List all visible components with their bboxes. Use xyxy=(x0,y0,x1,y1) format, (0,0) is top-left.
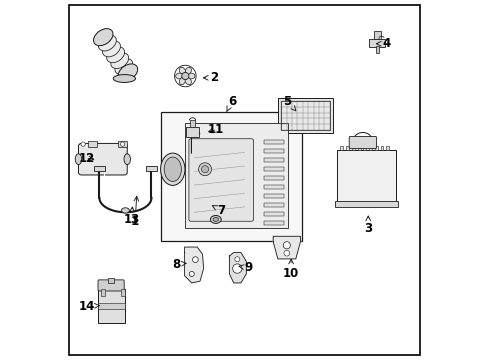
Text: 8: 8 xyxy=(172,258,186,271)
Text: 7: 7 xyxy=(212,204,225,217)
Ellipse shape xyxy=(175,73,183,79)
Bar xyxy=(264,221,284,225)
Bar xyxy=(94,166,105,171)
Polygon shape xyxy=(184,247,203,283)
Bar xyxy=(98,289,124,323)
Bar xyxy=(334,201,397,207)
Text: 10: 10 xyxy=(283,259,299,280)
Text: 4: 4 xyxy=(376,37,389,50)
Polygon shape xyxy=(273,236,300,259)
Ellipse shape xyxy=(124,154,130,165)
Ellipse shape xyxy=(121,208,129,213)
Bar xyxy=(351,146,354,150)
Bar xyxy=(375,46,378,53)
Ellipse shape xyxy=(102,41,120,57)
Ellipse shape xyxy=(213,217,218,221)
Bar xyxy=(264,185,284,189)
Ellipse shape xyxy=(164,157,181,181)
Ellipse shape xyxy=(179,67,185,75)
Ellipse shape xyxy=(184,67,191,75)
Bar xyxy=(264,158,284,162)
Ellipse shape xyxy=(98,35,116,51)
Bar xyxy=(189,121,195,127)
Ellipse shape xyxy=(94,29,112,45)
Text: 6: 6 xyxy=(226,95,236,112)
Polygon shape xyxy=(229,252,246,283)
Ellipse shape xyxy=(93,29,113,46)
Bar xyxy=(346,146,348,150)
Ellipse shape xyxy=(184,77,191,85)
Bar xyxy=(281,101,329,130)
Bar xyxy=(264,176,284,180)
Text: 11: 11 xyxy=(207,123,224,136)
Bar xyxy=(264,167,284,171)
Ellipse shape xyxy=(160,153,184,185)
Text: 14: 14 xyxy=(79,300,99,313)
Circle shape xyxy=(189,271,194,276)
Bar xyxy=(264,212,284,216)
Ellipse shape xyxy=(113,75,135,82)
Ellipse shape xyxy=(187,73,195,79)
Ellipse shape xyxy=(115,59,133,75)
FancyBboxPatch shape xyxy=(98,280,124,291)
Bar xyxy=(88,141,97,147)
Ellipse shape xyxy=(110,53,128,69)
Text: 3: 3 xyxy=(364,216,371,235)
Text: 1: 1 xyxy=(131,196,139,228)
Text: 2: 2 xyxy=(203,71,218,84)
FancyBboxPatch shape xyxy=(348,136,376,149)
Ellipse shape xyxy=(119,64,137,80)
Bar xyxy=(340,146,343,150)
Bar xyxy=(264,140,284,144)
Bar xyxy=(98,303,124,309)
Circle shape xyxy=(201,166,208,173)
Ellipse shape xyxy=(179,77,185,85)
Bar xyxy=(161,112,301,241)
FancyBboxPatch shape xyxy=(188,139,253,221)
Circle shape xyxy=(81,142,85,146)
Circle shape xyxy=(283,242,290,249)
Circle shape xyxy=(182,72,188,80)
Circle shape xyxy=(192,257,198,262)
Bar xyxy=(264,194,284,198)
Circle shape xyxy=(232,264,242,273)
FancyBboxPatch shape xyxy=(78,143,127,175)
Bar xyxy=(373,31,380,39)
Bar xyxy=(264,203,284,207)
Bar xyxy=(118,141,126,147)
Bar xyxy=(185,123,287,228)
Bar xyxy=(374,146,377,150)
Ellipse shape xyxy=(210,216,221,224)
Bar xyxy=(357,146,360,150)
Ellipse shape xyxy=(106,47,124,63)
Text: 12: 12 xyxy=(79,152,95,165)
Bar xyxy=(145,166,157,171)
Bar xyxy=(101,289,104,296)
Bar xyxy=(368,39,384,46)
Bar xyxy=(386,146,388,150)
Text: 9: 9 xyxy=(239,261,252,274)
Bar xyxy=(363,146,366,150)
Bar xyxy=(380,146,383,150)
Circle shape xyxy=(284,250,289,256)
Ellipse shape xyxy=(75,154,81,165)
Bar xyxy=(121,289,124,296)
Bar xyxy=(336,150,395,202)
Bar xyxy=(264,149,284,153)
Circle shape xyxy=(198,163,211,176)
Bar xyxy=(277,98,333,134)
Ellipse shape xyxy=(118,64,138,81)
Circle shape xyxy=(120,142,124,146)
Text: 13: 13 xyxy=(123,207,140,226)
Circle shape xyxy=(234,257,239,262)
Text: 5: 5 xyxy=(283,95,295,111)
Bar xyxy=(185,127,199,137)
Bar xyxy=(108,278,114,283)
Bar xyxy=(368,146,371,150)
